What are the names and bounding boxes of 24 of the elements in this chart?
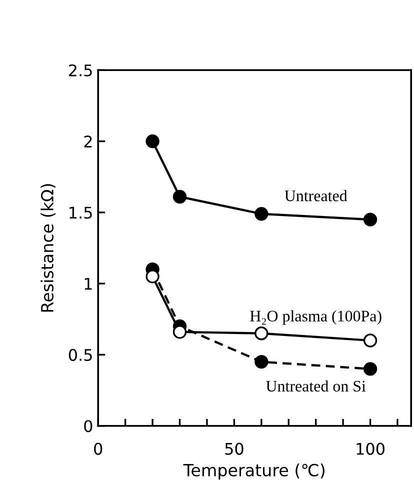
y-tick-label: 0.5 [68, 348, 92, 362]
y-tick-label: 1.5 [70, 206, 92, 219]
series-label: Untreated [284, 190, 348, 202]
point [363, 334, 378, 348]
x-tick-label: 0 [94, 442, 102, 455]
y-tick-label: 1 [84, 278, 92, 290]
y-axis-title: Resistance (kΩ) [40, 184, 56, 312]
x-tick-label: 100 [356, 442, 384, 455]
point [254, 354, 268, 369]
x-tick-label: 50 [225, 442, 244, 455]
point [172, 190, 187, 204]
series-label: H₂O plasma (100Pa) [250, 310, 382, 325]
point [363, 362, 378, 376]
point [254, 326, 268, 340]
point [363, 212, 378, 226]
y-tick-label: 2 [84, 135, 92, 148]
point [146, 270, 160, 284]
point [146, 134, 160, 148]
y-tick-label: 0 [84, 420, 92, 432]
point [254, 207, 268, 221]
x-axis-title: Temperature (℃) [183, 464, 324, 480]
y-tick-label: 2.5 [69, 64, 92, 76]
series-label: Untreated on Si [266, 380, 366, 392]
point [172, 325, 187, 339]
